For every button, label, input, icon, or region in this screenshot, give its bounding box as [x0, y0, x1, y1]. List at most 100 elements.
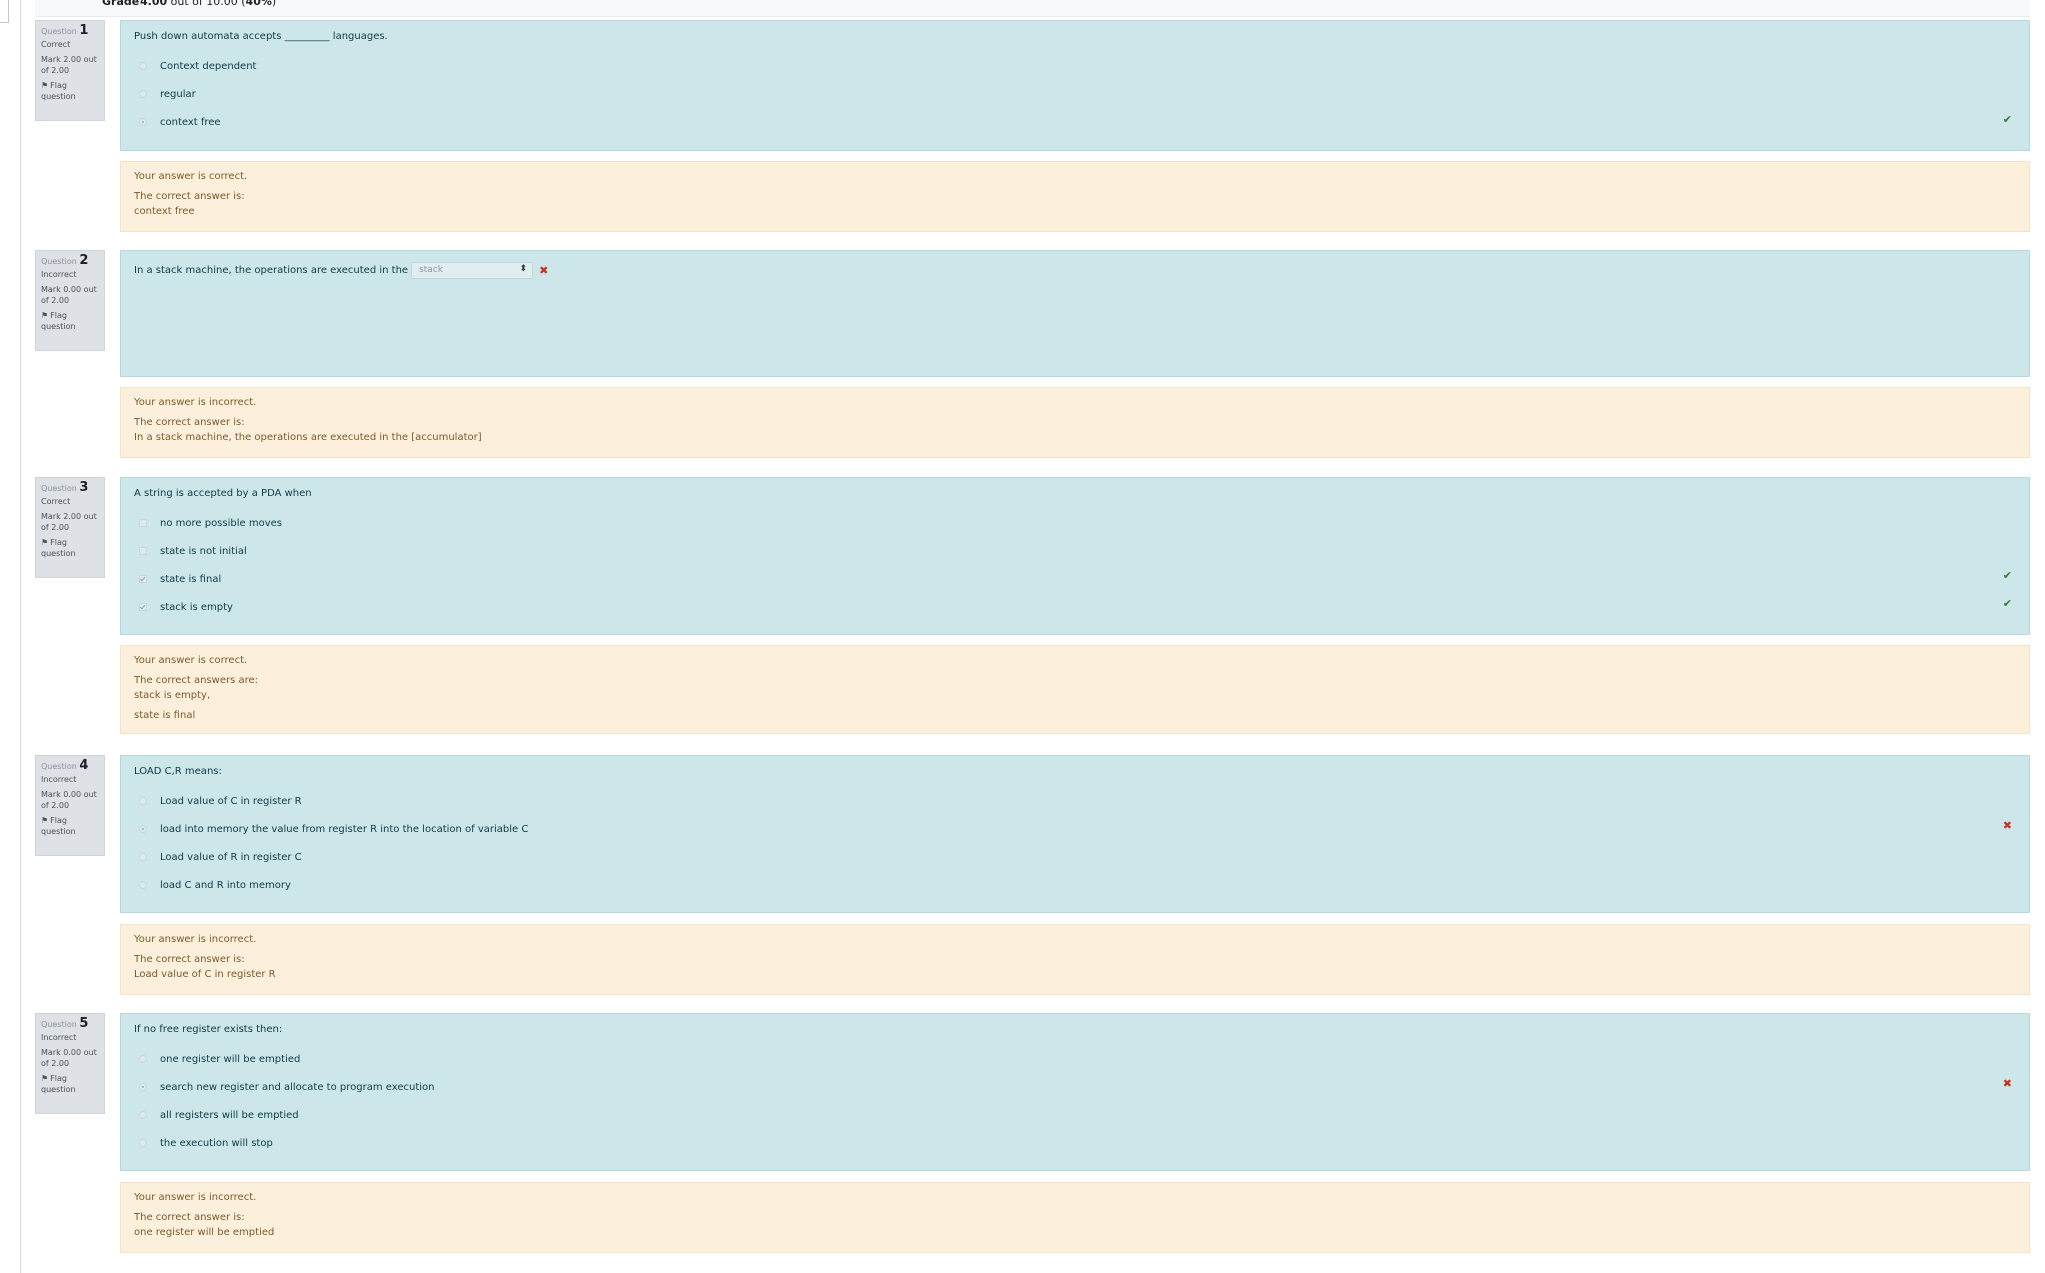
- question-text-row: In a stack machine, the operations are e…: [134, 262, 548, 279]
- feedback-answer-label: The correct answer is:: [134, 954, 245, 965]
- answer-option[interactable]: the execution will stop: [139, 1136, 273, 1150]
- radio-button[interactable]: [139, 118, 147, 126]
- checkbox[interactable]: [139, 575, 147, 583]
- grade-value: 4.00 out of 10.00 (40%): [140, 0, 277, 8]
- left-rail: [0, 0, 21, 1273]
- question-feedback: Your answer is incorrect. The correct an…: [120, 924, 2030, 995]
- question-text: In a stack machine, the operations are e…: [134, 265, 409, 276]
- feedback-status: Your answer is incorrect.: [134, 1192, 257, 1203]
- question-formulation: In a stack machine, the operations are e…: [120, 250, 2030, 377]
- feedback-status: Your answer is incorrect.: [134, 397, 257, 408]
- answer-option[interactable]: stack is empty: [139, 600, 233, 614]
- checkbox[interactable]: [139, 547, 147, 555]
- question-text: Push down automata accepts _________ lan…: [134, 31, 388, 42]
- answer-select[interactable]: stack ⬍: [411, 262, 534, 279]
- updown-arrow-icon: ⬍: [519, 264, 528, 274]
- feedback-status: Your answer is correct.: [134, 171, 248, 182]
- select-value: stack: [419, 265, 443, 275]
- grade-summary: Grade 4.00 out of 10.00 (40%): [35, 0, 2030, 17]
- question-formulation: LOAD C,R means: Load value of C in regis…: [120, 755, 2030, 913]
- checkbox[interactable]: [139, 519, 147, 527]
- question-number: 1: [79, 23, 89, 38]
- question-state: Correct: [41, 497, 71, 506]
- flag-icon: ⚑: [41, 311, 49, 320]
- feedback-answer-label: The correct answers are:: [134, 675, 259, 686]
- flag-question-link[interactable]: ⚑ Flag question: [41, 538, 76, 558]
- question-mark: Mark 0.00 out of 2.00: [41, 790, 97, 810]
- question-number: 5: [79, 1016, 89, 1031]
- question-info: Question 2 Incorrect Mark 0.00 out of 2.…: [35, 250, 105, 351]
- radio-button[interactable]: [139, 1083, 147, 1091]
- radio-button[interactable]: [139, 1111, 147, 1119]
- check-icon: ✔: [2002, 569, 2012, 582]
- feedback-answer: state is final: [134, 710, 196, 721]
- answer-option[interactable]: Load value of R in register C: [139, 850, 302, 864]
- question-info: Question 3 Correct Mark 2.00 out of 2.00…: [35, 477, 105, 578]
- flag-icon: ⚑: [41, 1074, 49, 1083]
- answer-option[interactable]: regular: [139, 87, 196, 101]
- question-info: Question 1 Correct Mark 2.00 out of 2.00…: [35, 20, 105, 121]
- feedback-answer: Load value of C in register R: [134, 969, 276, 980]
- radio-button[interactable]: [139, 1055, 147, 1063]
- flag-question-link[interactable]: ⚑ Flag question: [41, 81, 76, 101]
- flag-icon: ⚑: [41, 538, 49, 547]
- check-icon: ✔: [2002, 113, 2012, 126]
- radio-button[interactable]: [139, 797, 147, 805]
- check-icon: ✔: [2002, 597, 2012, 610]
- feedback-status: Your answer is correct.: [134, 655, 248, 666]
- flag-question-link[interactable]: ⚑ Flag question: [41, 1074, 76, 1094]
- flag-question-link[interactable]: ⚑ Flag question: [41, 816, 76, 836]
- answer-option[interactable]: load into memory the value from register…: [139, 822, 528, 836]
- answer-option[interactable]: no more possible moves: [139, 516, 282, 530]
- answer-option[interactable]: search new register and allocate to prog…: [139, 1080, 434, 1094]
- answer-option[interactable]: context free: [139, 115, 221, 129]
- feedback-answer: one register will be emptied: [134, 1227, 275, 1238]
- feedback-answer: context free: [134, 206, 195, 217]
- cross-icon: ✖: [2002, 819, 2012, 832]
- feedback-answer-label: The correct answer is:: [134, 1212, 245, 1223]
- checkbox[interactable]: [139, 603, 147, 611]
- question-formulation: If no free register exists then: one reg…: [120, 1013, 2030, 1171]
- radio-button[interactable]: [139, 825, 147, 833]
- flag-icon: ⚑: [41, 81, 49, 90]
- radio-button[interactable]: [139, 881, 147, 889]
- question-text: A string is accepted by a PDA when: [134, 488, 312, 499]
- question-mark: Mark 0.00 out of 2.00: [41, 1048, 97, 1068]
- answer-option[interactable]: Load value of C in register R: [139, 794, 302, 808]
- question-mark: Mark 2.00 out of 2.00: [41, 55, 97, 75]
- question-info: Question 5 Incorrect Mark 0.00 out of 2.…: [35, 1013, 105, 1114]
- answer-option[interactable]: state is not initial: [139, 544, 247, 558]
- feedback-answer-label: The correct answer is:: [134, 417, 245, 428]
- answer-option[interactable]: all registers will be emptied: [139, 1108, 299, 1122]
- feedback-answer: In a stack machine, the operations are e…: [134, 432, 482, 443]
- drawer-toggle[interactable]: [0, 0, 9, 23]
- question-state: Incorrect: [41, 775, 77, 784]
- question-info: Question 4 Incorrect Mark 0.00 out of 2.…: [35, 755, 105, 856]
- question-feedback: Your answer is incorrect. The correct an…: [120, 387, 2030, 458]
- flag-question-link[interactable]: ⚑ Flag question: [41, 311, 76, 331]
- cross-icon: ✖: [2002, 1077, 2012, 1090]
- radio-button[interactable]: [139, 90, 147, 98]
- radio-button[interactable]: [139, 853, 147, 861]
- question-mark: Mark 2.00 out of 2.00: [41, 512, 97, 532]
- feedback-answer: stack is empty,: [134, 690, 211, 701]
- answer-option[interactable]: load C and R into memory: [139, 878, 291, 892]
- question-text: If no free register exists then:: [134, 1024, 283, 1035]
- grade-label: Grade: [102, 0, 140, 8]
- feedback-answer-label: The correct answer is:: [134, 191, 245, 202]
- question-feedback: Your answer is incorrect. The correct an…: [120, 1182, 2030, 1253]
- question-number: 2: [79, 253, 89, 268]
- answer-option[interactable]: one register will be emptied: [139, 1052, 300, 1066]
- question-state: Incorrect: [41, 270, 77, 279]
- flag-icon: ⚑: [41, 816, 49, 825]
- question-number: 3: [79, 480, 89, 495]
- question-formulation: A string is accepted by a PDA when no mo…: [120, 477, 2030, 635]
- radio-button[interactable]: [139, 1139, 147, 1147]
- question-mark: Mark 0.00 out of 2.00: [41, 285, 97, 305]
- question-feedback: Your answer is correct. The correct answ…: [120, 161, 2030, 232]
- question-text: LOAD C,R means:: [134, 766, 222, 777]
- answer-option[interactable]: state is final: [139, 572, 221, 586]
- answer-option[interactable]: Context dependent: [139, 59, 256, 73]
- radio-button[interactable]: [139, 62, 147, 70]
- question-feedback: Your answer is correct. The correct answ…: [120, 645, 2030, 734]
